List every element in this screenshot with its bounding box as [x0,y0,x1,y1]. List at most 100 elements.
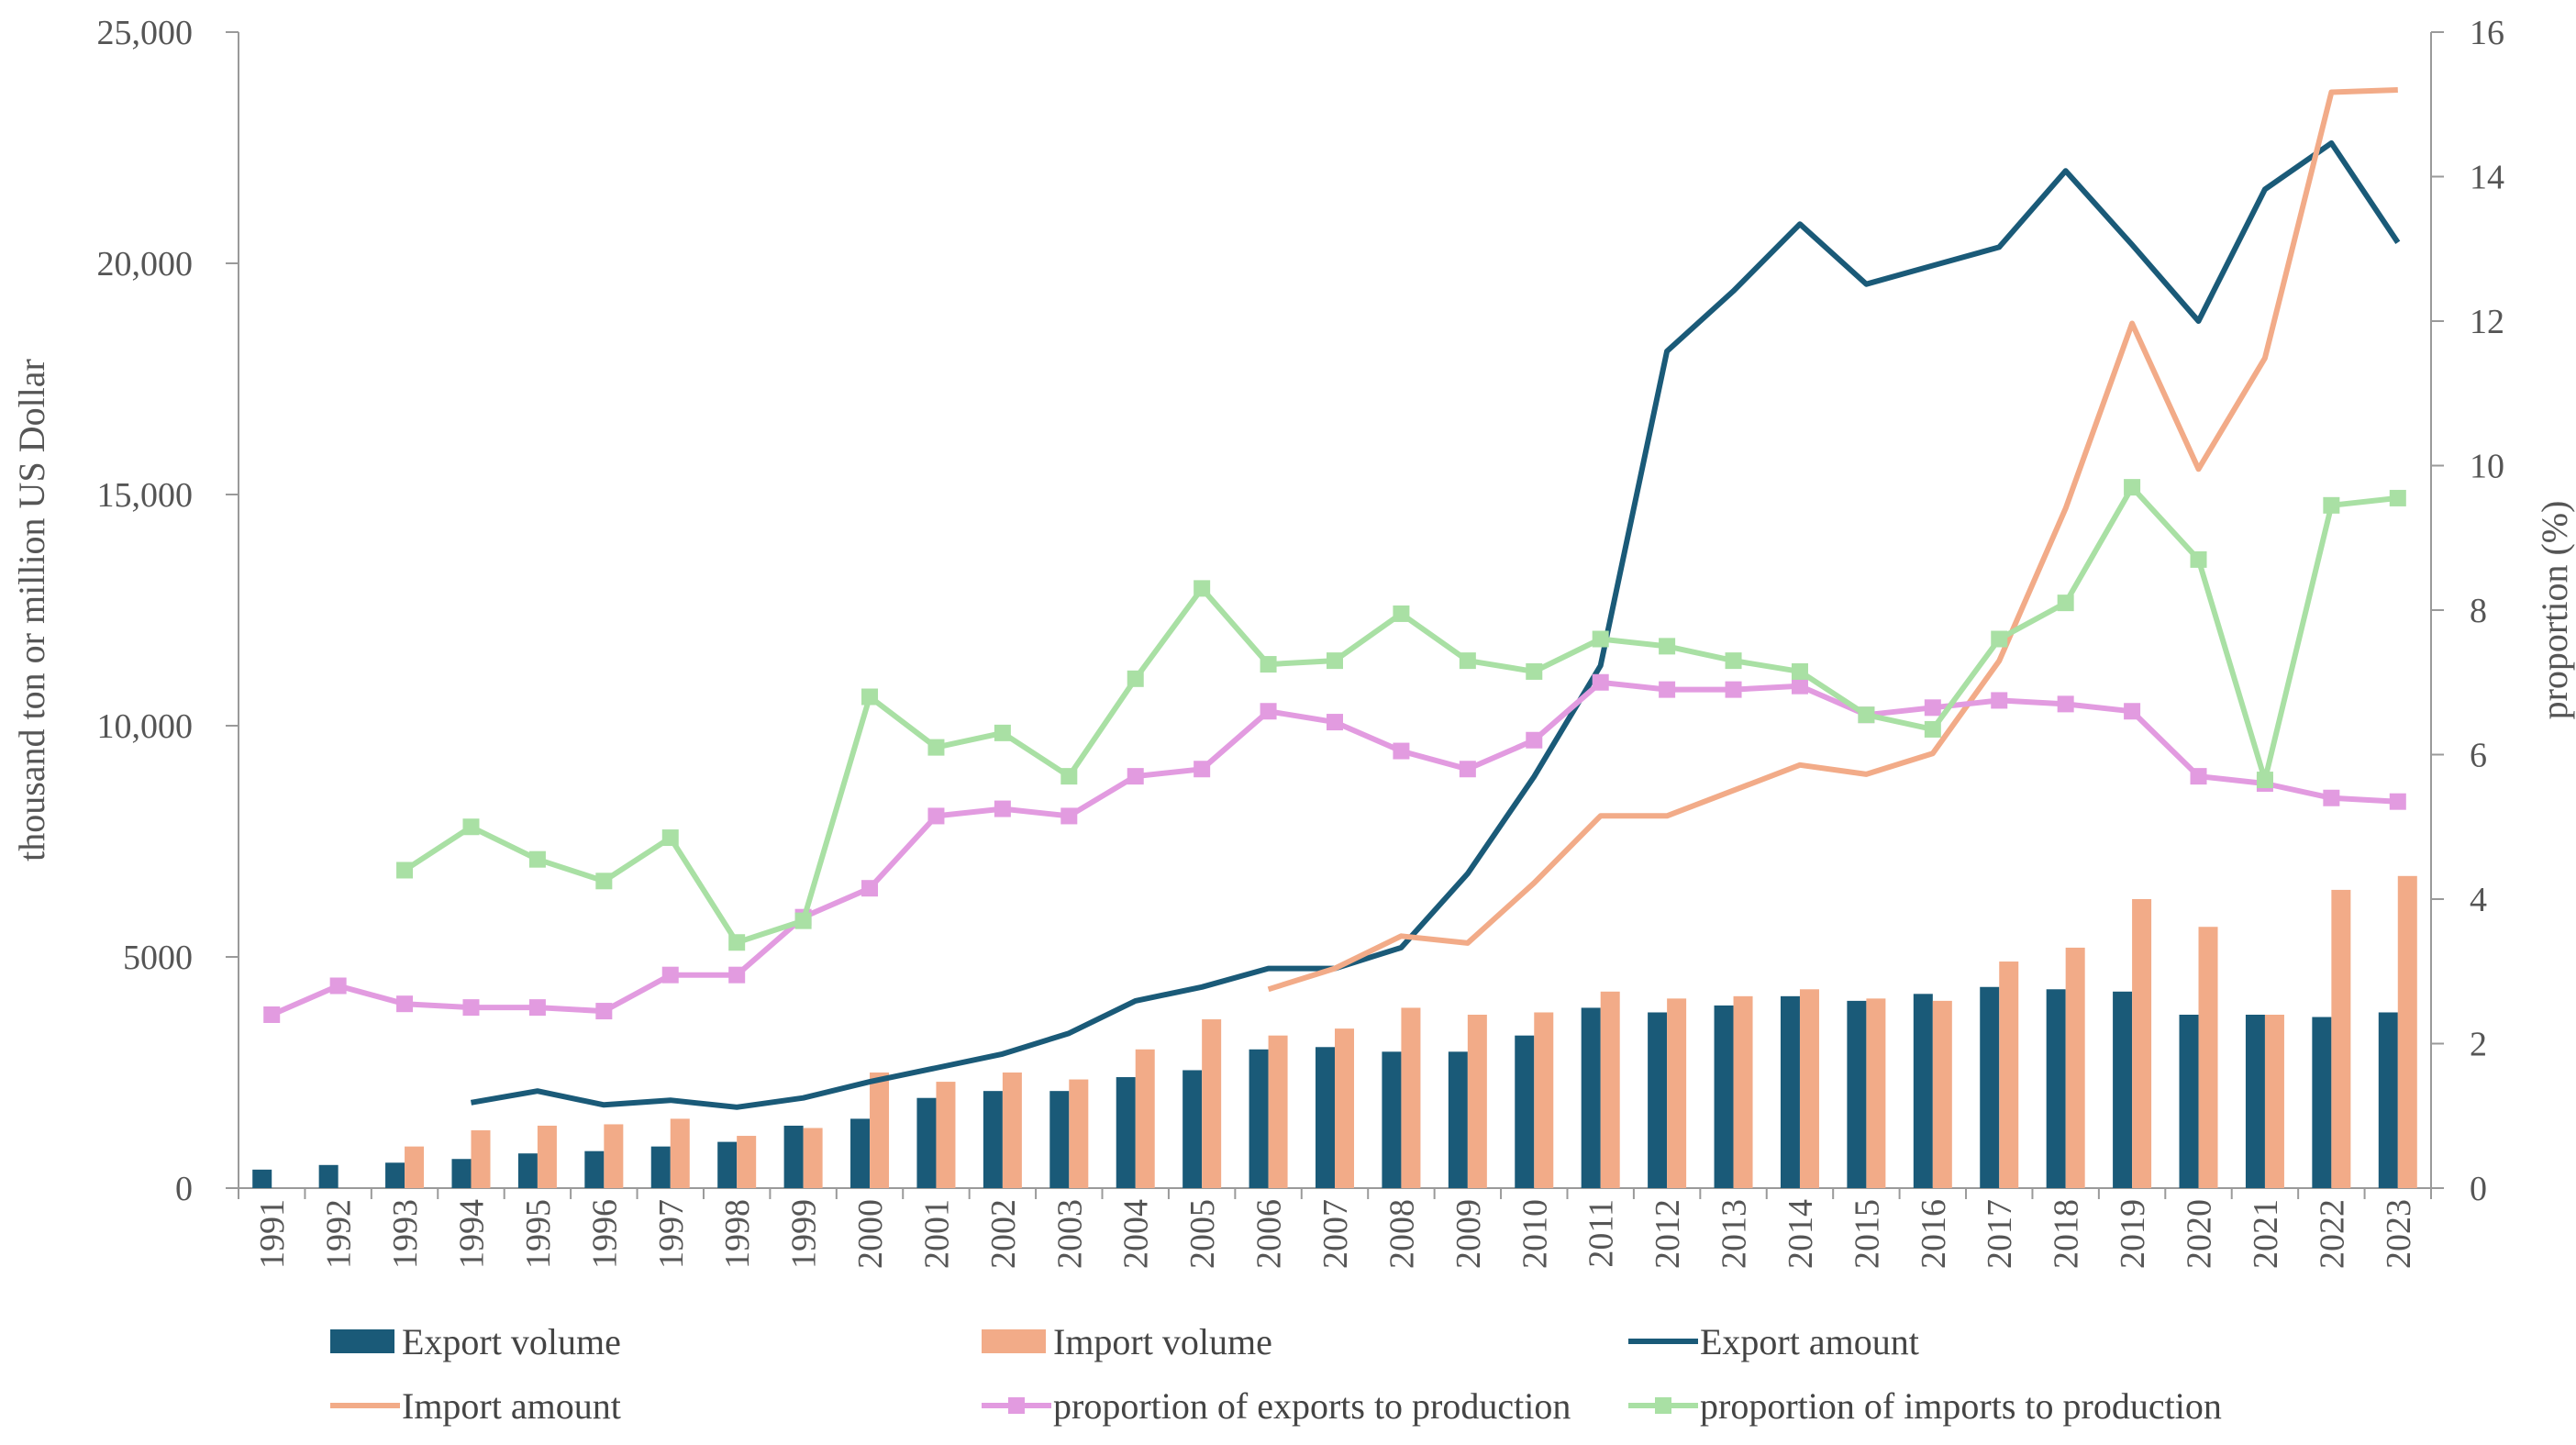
import-volume-bar [670,1118,690,1188]
proportion-of-imports-to-production-marker [1393,605,1410,622]
x-tick-label: 2009 [1449,1199,1488,1269]
export-volume-bar [783,1125,804,1188]
proportion-of-imports-to-production-marker [1858,706,1875,724]
x-tick-label: 1995 [519,1199,558,1269]
import-volume-bar [1335,1028,1355,1188]
import-volume-bar [1799,989,1819,1188]
legend-label-proportion-of-exports-to-production: proportion of exports to production [1053,1385,1571,1427]
x-tick-label: 2000 [851,1199,890,1269]
export-volume-bar [2312,1017,2332,1188]
proportion-of-exports-to-production-marker [1526,731,1543,749]
x-tick-label: 2018 [2048,1199,2086,1269]
proportion-of-exports-to-production-marker [1725,681,1742,698]
export-volume-bar [1382,1051,1402,1188]
bar-series [252,875,2417,1188]
proportion-of-exports-to-production-marker [1194,761,1211,778]
import-volume-bar [1401,1007,1421,1188]
proportion-of-exports-to-production-marker [1127,768,1144,785]
export-volume-bar [1648,1012,1668,1188]
grid-and-axes [238,32,2432,1189]
proportion-of-imports-to-production-marker [1592,630,1609,648]
x-tick-label: 2011 [1582,1199,1621,1268]
export-volume-bar [252,1169,272,1188]
x-tick-label: 1999 [785,1199,824,1269]
export-volume-bar [1315,1047,1335,1188]
proportion-of-imports-to-production-marker [1924,720,1941,738]
proportion-of-imports-to-production-marker [462,818,480,836]
proportion-of-imports-to-production-marker [994,724,1011,741]
proportion-of-exports-to-production-marker [2323,789,2340,806]
legend-marker-proportion-of-exports-to-production [1008,1397,1025,1414]
export-volume-bar [584,1150,605,1188]
x-tick-label: 2021 [2247,1199,2285,1269]
import-volume-bar [936,1082,956,1188]
import-volume-bar [1866,998,1886,1188]
x-tick-label: 2012 [1649,1199,1687,1269]
export-volume-bar [2378,1012,2398,1188]
proportion-of-exports-to-production-marker [396,995,414,1013]
x-tick-label: 2022 [2313,1199,2351,1269]
proportion-of-exports-to-production-marker [728,966,746,984]
left-tick-label: 10,000 [97,707,194,746]
x-tick-label: 1996 [585,1199,624,1269]
export-volume-bar [2179,1015,2199,1188]
proportion-of-exports-to-production-marker [263,1006,281,1023]
right-tick-label: 12 [2470,303,2504,341]
proportion-of-exports-to-production-marker [861,880,879,897]
proportion-of-exports-to-production-marker [528,999,546,1017]
right-tick-label: 10 [2470,448,2504,486]
export-volume-bar [1780,995,1800,1188]
legend-swatch-import-volume [982,1329,1046,1353]
x-tick-label: 2017 [1981,1199,2019,1269]
legend-marker-proportion-of-imports-to-production [1655,1397,1671,1414]
proportion-of-imports-to-production-marker [1194,580,1211,597]
right-tick-label: 4 [2470,881,2487,919]
proportion-of-imports-to-production-marker [661,829,679,847]
import-volume-bar [405,1146,425,1188]
export-volume-bar [1581,1007,1601,1188]
import-volume-bar [537,1125,557,1188]
left-tick-label: 25,000 [97,14,194,52]
import-volume-bar [1202,1019,1222,1188]
proportion-of-imports-to-production-marker [1127,670,1144,687]
import-volume-bar [1135,1049,1155,1188]
export-volume-bar [1249,1049,1269,1188]
proportion-of-imports-to-production-marker [2323,496,2340,514]
import-volume-bar [1534,1012,1554,1188]
import-volume-bar [1069,1079,1089,1188]
export-volume-bar [1183,1070,1203,1188]
import-volume-bar [737,1136,757,1188]
proportion-of-exports-to-production-marker [2057,695,2074,713]
proportion-of-exports-to-production-marker [661,966,679,984]
import-volume-bar [471,1130,491,1188]
proportion-of-exports-to-production-marker [1060,807,1078,825]
proportion-of-imports-to-production-marker [528,850,546,868]
y2-axis-title: proportion (%) [2534,501,2575,720]
proportion-of-imports-to-production-marker [861,688,879,706]
right-tick-label: 2 [2470,1026,2487,1064]
proportion-of-exports-to-production-marker [329,977,347,995]
import-volume-bar [1999,961,2019,1188]
line-series [263,87,2406,1110]
proportion-of-imports-to-production-marker [1791,662,1808,680]
proportion-of-imports-to-production-marker [2057,595,2074,612]
proportion-of-imports-to-production-marker [728,934,746,951]
import-volume-bar [604,1124,624,1188]
import-volume-bar [1667,998,1687,1188]
import-volume-bar [870,1073,890,1188]
proportion-of-exports-to-production-marker [994,800,1011,817]
import-volume-bar [2264,1015,2284,1188]
export-volume-bar [2046,989,2066,1188]
proportion-of-imports-to-production-marker [794,912,812,929]
import-amount-line [1267,87,2398,993]
proportion-of-imports-to-production-marker [1991,630,2008,648]
x-tick-label: 2008 [1382,1199,1421,1269]
proportion-of-imports-to-production-marker [1060,768,1078,785]
export-volume-bar [1714,1005,1734,1188]
proportion-of-imports-to-production-marker [1459,652,1476,670]
right-y-ticks: 0 2 4 6 8 10 12 14 16 [2431,14,2504,1208]
x-tick-label: 2020 [2181,1199,2219,1269]
proportion-of-exports-to-production-marker [1924,699,1941,717]
export-volume-bar [1049,1091,1070,1188]
right-tick-label: 14 [2470,159,2504,197]
